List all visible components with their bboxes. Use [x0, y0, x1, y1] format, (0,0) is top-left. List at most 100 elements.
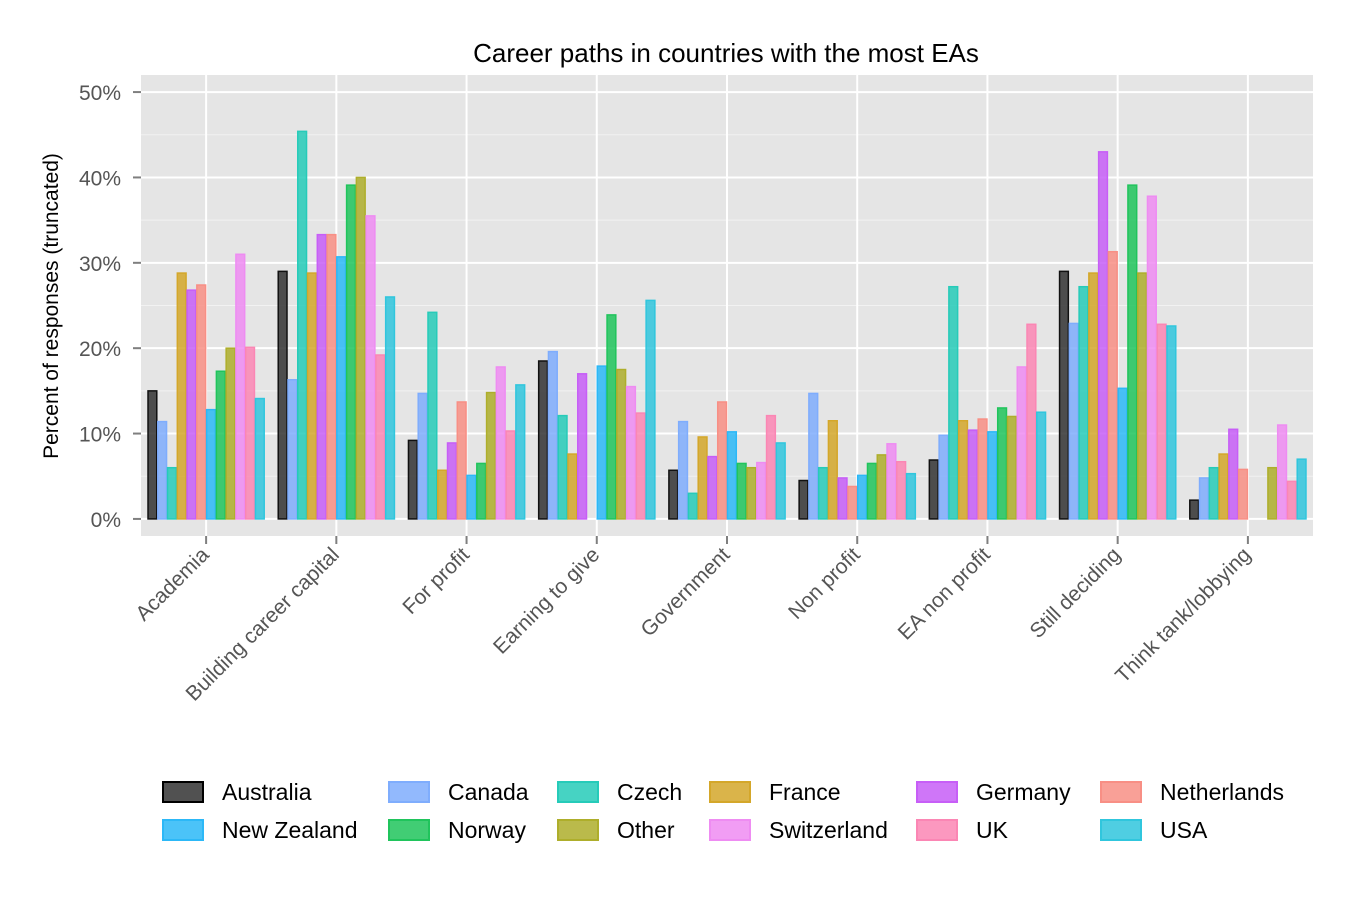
bar: [485, 391, 497, 520]
bar: [736, 462, 747, 520]
bar: [687, 492, 698, 520]
bar: [1078, 285, 1089, 520]
legend-swatch: [709, 781, 751, 803]
bar: [1198, 477, 1210, 520]
bar: [1127, 184, 1138, 520]
bar: [896, 460, 907, 520]
bar: [567, 453, 578, 520]
bar: [756, 461, 767, 520]
bar: [1286, 480, 1297, 520]
bar: [1156, 323, 1167, 520]
bar: [316, 233, 327, 520]
x-tick-label: Think tank/lobbying: [1111, 543, 1255, 687]
x-tick-label: For profit: [398, 543, 474, 619]
bar: [866, 462, 878, 520]
bar: [847, 485, 858, 520]
bar: [375, 354, 386, 520]
bar: [225, 347, 236, 520]
bar: [938, 434, 949, 520]
bar: [407, 439, 418, 520]
legend-label: UK: [976, 817, 1009, 843]
bar: [476, 462, 487, 520]
bar: [277, 270, 288, 520]
bar: [1068, 322, 1079, 520]
bar: [876, 454, 887, 520]
bar: [336, 256, 347, 520]
bar: [977, 418, 988, 520]
bar: [726, 431, 738, 520]
bar: [1208, 466, 1219, 520]
bar: [345, 184, 357, 520]
bar: [596, 365, 607, 520]
bar: [355, 176, 366, 520]
bar: [176, 272, 187, 520]
bar: [186, 289, 197, 520]
bar: [205, 408, 217, 520]
bar: [817, 466, 829, 520]
bar: [957, 420, 969, 520]
legend: Australia Canada Czech France Germany Netherl…: [162, 779, 1284, 843]
legend-swatch: [557, 819, 599, 841]
legend-label: Netherlands: [1160, 779, 1284, 805]
bar: [837, 477, 848, 520]
legend-swatch: [557, 781, 599, 803]
legend-swatch: [162, 819, 204, 841]
legend-swatch: [916, 781, 958, 803]
bar: [775, 442, 786, 520]
bar: [384, 296, 396, 520]
bar: [446, 442, 458, 520]
bar: [1296, 458, 1307, 520]
y-axis-title: Percent of responses (truncated): [40, 153, 63, 459]
bar: [1036, 411, 1047, 520]
legend-swatch: [1100, 781, 1142, 803]
bar: [948, 285, 959, 520]
bar: [716, 401, 728, 520]
legend-swatch: [709, 819, 751, 841]
bar: [537, 360, 549, 520]
bar: [495, 366, 506, 520]
bar: [215, 370, 226, 520]
bar: [437, 469, 448, 520]
bar: [1136, 272, 1148, 520]
bar: [1097, 151, 1109, 520]
legend-label: Switzerland: [769, 817, 888, 843]
legend-label: Germany: [976, 779, 1071, 805]
bar: [427, 311, 438, 520]
bar: [1276, 424, 1288, 520]
x-tick-label: Still deciding: [1026, 543, 1126, 643]
bar: [1026, 323, 1037, 520]
bar: [1189, 499, 1200, 520]
bar: [697, 436, 708, 520]
legend-label: Canada: [448, 779, 529, 805]
x-tick-label: Building career capital: [181, 543, 343, 705]
bar: [707, 455, 718, 520]
bar: [547, 350, 558, 520]
bar: [235, 253, 246, 520]
bar: [306, 272, 318, 520]
bar: [1166, 325, 1177, 520]
bar: [166, 466, 178, 520]
bar: [147, 390, 158, 520]
bar: [808, 392, 819, 520]
bar: [856, 474, 868, 520]
bar: [645, 299, 656, 520]
legend-swatch: [916, 819, 958, 841]
bar: [1267, 466, 1278, 520]
bar: [466, 474, 477, 520]
y-tick-label: 10%: [79, 424, 121, 447]
bar: [886, 443, 897, 520]
chart-title: Career paths in countries with the most …: [473, 38, 979, 68]
x-tick-label: Academia: [131, 543, 214, 626]
bar: [606, 314, 617, 520]
bar: [297, 130, 308, 520]
x-tick-label: Non profit: [784, 543, 865, 624]
legend-swatch: [1100, 819, 1142, 841]
y-tick-label: 20%: [79, 338, 121, 361]
bar: [287, 379, 298, 520]
bar: [1146, 195, 1157, 520]
bar: [505, 430, 516, 520]
bar: [625, 385, 637, 520]
bar: [1006, 415, 1017, 520]
bar: [967, 429, 978, 520]
